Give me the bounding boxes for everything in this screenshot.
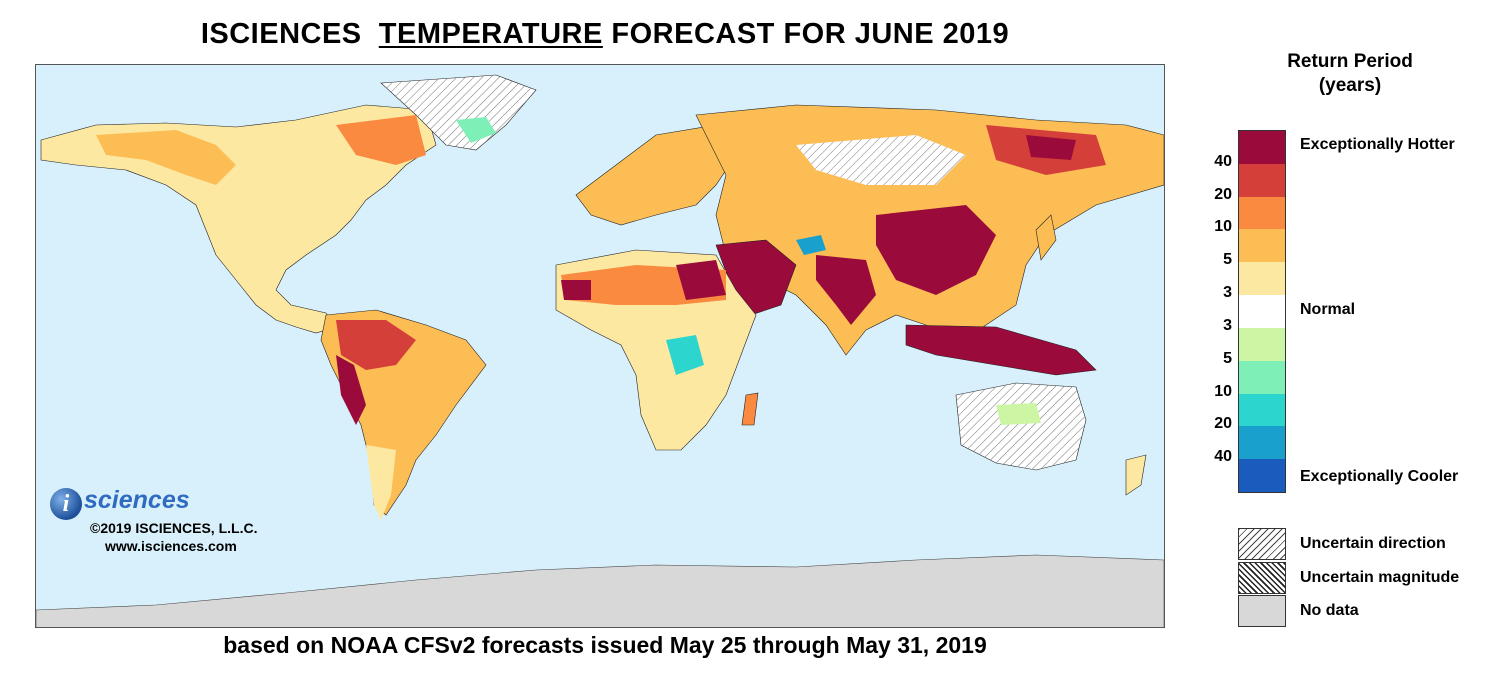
legend-title-line1: Return Period [1287, 51, 1413, 72]
no-data-swatch [1238, 595, 1286, 627]
antarctica [36, 554, 1164, 627]
isciences-logo: i sciences ©2019 ISCIENCES, L.L.C. www.i… [50, 484, 310, 564]
title-suffix: FORECAST FOR JUNE 2019 [602, 18, 1010, 50]
legend-swatch [1239, 262, 1285, 296]
central-africa-cool [666, 335, 704, 375]
forecast-source-caption: based on NOAA CFSv2 forecasts issued May… [223, 632, 987, 658]
no-data-label: No data [1300, 602, 1359, 619]
legend-tick-label: 40 [1214, 152, 1232, 170]
legend-swatch [1239, 327, 1285, 362]
europe [575, 124, 737, 226]
legend-tick-label: 10 [1214, 382, 1232, 400]
australia-hatch [956, 383, 1086, 470]
north-america [40, 104, 437, 334]
indonesia [905, 324, 1097, 376]
logo-i-icon: i [50, 488, 82, 520]
madagascar [741, 392, 759, 426]
website-url: www.isciences.com [105, 538, 237, 554]
legend-tick-label: 3 [1223, 284, 1232, 302]
legend-label-normal: Normal [1300, 301, 1356, 318]
canada-east-hot [336, 115, 426, 165]
greenland-cool [456, 117, 496, 143]
legend-tick-label: 3 [1223, 316, 1232, 334]
central-asia-cool [796, 235, 826, 255]
legend-tick-label: 5 [1223, 251, 1232, 269]
north-america-hot [96, 130, 236, 185]
south-america-south [366, 445, 396, 520]
legend-title: Return Period (years) [1250, 50, 1450, 98]
legend-swatch [1239, 295, 1285, 329]
legend-tick-label: 10 [1214, 218, 1232, 236]
legend-tick-label: 5 [1223, 349, 1232, 367]
map-title: ISCIENCES TEMPERATURE FORECAST FOR JUNE … [0, 18, 1210, 51]
legend-tick-label: 20 [1214, 185, 1232, 203]
sahel-core [676, 260, 726, 300]
east-siberia-core [1026, 135, 1076, 160]
legend-swatch [1239, 393, 1285, 427]
west-africa-core [561, 280, 591, 300]
copyright-text: ©2019 ISCIENCES, L.L.C. [90, 520, 258, 536]
china-hot [876, 205, 996, 295]
legend-tick-label: 20 [1214, 415, 1232, 433]
australia-cool [996, 403, 1041, 425]
title-prefix: ISCIENCES [200, 18, 379, 50]
uncertain-magnitude-swatch [1238, 562, 1286, 594]
legend-swatch [1239, 163, 1285, 198]
legend-swatch [1239, 426, 1285, 460]
legend-label-hotter: Exceptionally Hotter [1300, 136, 1455, 153]
uncertain-magnitude-label: Uncertain magnitude [1300, 569, 1460, 586]
legend-swatch [1239, 229, 1285, 263]
andes-hot [336, 355, 366, 425]
logo-wordmark: sciences [84, 486, 190, 514]
title-underlined-word: TEMPERATURE [378, 18, 603, 50]
japan [1035, 214, 1057, 261]
legend-swatch [1239, 131, 1285, 165]
world-map [35, 64, 1165, 628]
legend-title-line2: (years) [1318, 75, 1382, 96]
greenland-hatch [381, 75, 536, 150]
legend-tick-label: 40 [1214, 448, 1232, 466]
legend-swatch [1239, 360, 1285, 395]
legend-swatch [1239, 196, 1285, 230]
world-map-canvas [36, 74, 1164, 627]
legend-swatch [1239, 459, 1285, 493]
uncertain-direction-label: Uncertain direction [1300, 535, 1446, 552]
legend-color-scale [1238, 130, 1286, 493]
legend-label-cooler: Exceptionally Cooler [1300, 468, 1459, 485]
siberia-hatch-lines [796, 135, 966, 185]
new-zealand [1125, 454, 1147, 496]
india-hot [816, 255, 876, 325]
uncertain-direction-swatch [1238, 528, 1286, 560]
south-america-hot [336, 320, 416, 370]
